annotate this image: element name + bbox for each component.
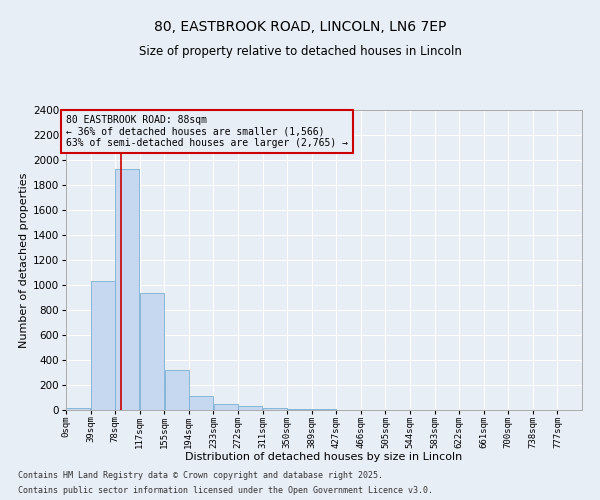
Text: 80 EASTBROOK ROAD: 88sqm
← 36% of detached houses are smaller (1,566)
63% of sem: 80 EASTBROOK ROAD: 88sqm ← 36% of detach… — [67, 115, 349, 148]
Bar — [140, 293, 164, 410]
Y-axis label: Number of detached properties: Number of detached properties — [19, 172, 29, 348]
X-axis label: Distribution of detached houses by size in Lincoln: Distribution of detached houses by size … — [185, 452, 463, 462]
Bar — [214, 404, 238, 410]
Text: Contains HM Land Registry data © Crown copyright and database right 2025.: Contains HM Land Registry data © Crown c… — [18, 471, 383, 480]
Bar — [67, 408, 90, 410]
Bar — [115, 169, 139, 410]
Text: Contains public sector information licensed under the Open Government Licence v3: Contains public sector information licen… — [18, 486, 433, 495]
Text: 80, EASTBROOK ROAD, LINCOLN, LN6 7EP: 80, EASTBROOK ROAD, LINCOLN, LN6 7EP — [154, 20, 446, 34]
Bar — [164, 370, 188, 410]
Bar — [189, 396, 213, 410]
Bar — [91, 281, 115, 410]
Bar — [287, 409, 311, 410]
Text: Size of property relative to detached houses in Lincoln: Size of property relative to detached ho… — [139, 45, 461, 58]
Bar — [238, 406, 262, 410]
Bar — [263, 408, 287, 410]
